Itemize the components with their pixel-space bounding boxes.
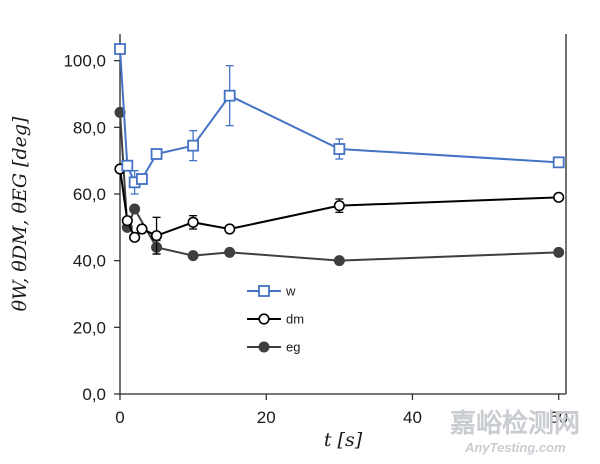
data-point-w <box>150 148 163 160</box>
y-tick-label: 0,0 <box>82 385 106 404</box>
data-point-w <box>187 139 200 152</box>
data-point-eg <box>129 203 141 215</box>
y-ticks: 0,0 20,0 40,0 60,0 80,0 100,0 <box>63 52 120 404</box>
data-point-dm <box>187 216 199 228</box>
data-point-dm <box>333 200 345 212</box>
series-eg <box>114 106 565 267</box>
data-point-w <box>114 43 126 55</box>
data-point-dm <box>224 223 236 235</box>
data-point-eg <box>333 255 345 267</box>
data-point-dm <box>121 215 133 227</box>
data-point-dm <box>129 231 141 243</box>
legend-marker <box>258 341 270 353</box>
legend-label: eg <box>286 340 300 355</box>
series-line-eg <box>119 112 559 262</box>
data-point-dm <box>150 230 163 242</box>
data-point-dm <box>136 223 148 235</box>
data-point-eg <box>114 106 126 118</box>
legend-item-w: w <box>247 284 296 299</box>
watermark-cn: 嘉峪检测网 <box>450 408 580 439</box>
data-point-w <box>136 173 148 185</box>
data-point-w <box>333 143 346 155</box>
data-point-w <box>552 156 565 169</box>
x-tick-label: 60 <box>549 408 568 427</box>
y-tick-label: 80,0 <box>73 118 106 137</box>
y-tick-label: 20,0 <box>73 318 106 337</box>
data-point-eg <box>224 246 236 258</box>
axes-group: 0 20 40 60 0,0 20,0 40,0 60,0 80,0 100,0 <box>63 34 568 427</box>
watermark-en: AnyTesting.com <box>464 440 566 455</box>
x-tick-label: 0 <box>115 408 124 427</box>
series-w <box>114 43 565 195</box>
x-ticks: 0 20 40 60 <box>115 394 568 427</box>
y-axis-title: θW, θDM, θEG [deg] <box>9 116 31 311</box>
y-tick-label: 60,0 <box>73 185 106 204</box>
legend-label: dm <box>286 312 304 327</box>
legend-item-dm: dm <box>247 312 304 327</box>
data-point-eg <box>553 246 565 258</box>
data-point-w <box>223 89 236 102</box>
legend-marker <box>258 285 270 297</box>
legend-marker <box>258 313 270 325</box>
y-tick-label: 40,0 <box>73 252 106 271</box>
x-axis-title: t [s] <box>324 429 363 451</box>
series-line-w <box>119 48 559 184</box>
legend: w dm eg <box>247 284 304 355</box>
legend-label: w <box>285 284 296 299</box>
data-point-dm <box>553 191 565 203</box>
x-tick-label: 20 <box>257 408 276 427</box>
legend-item-eg: eg <box>247 340 300 355</box>
data-point-eg <box>187 250 199 262</box>
plot-area <box>114 43 565 267</box>
series-dm <box>114 163 565 255</box>
y-tick-label: 100,0 <box>63 52 106 71</box>
watermark: 嘉峪检测网 AnyTesting.com <box>450 408 580 455</box>
x-tick-label: 40 <box>403 408 422 427</box>
data-point-w <box>121 159 134 172</box>
